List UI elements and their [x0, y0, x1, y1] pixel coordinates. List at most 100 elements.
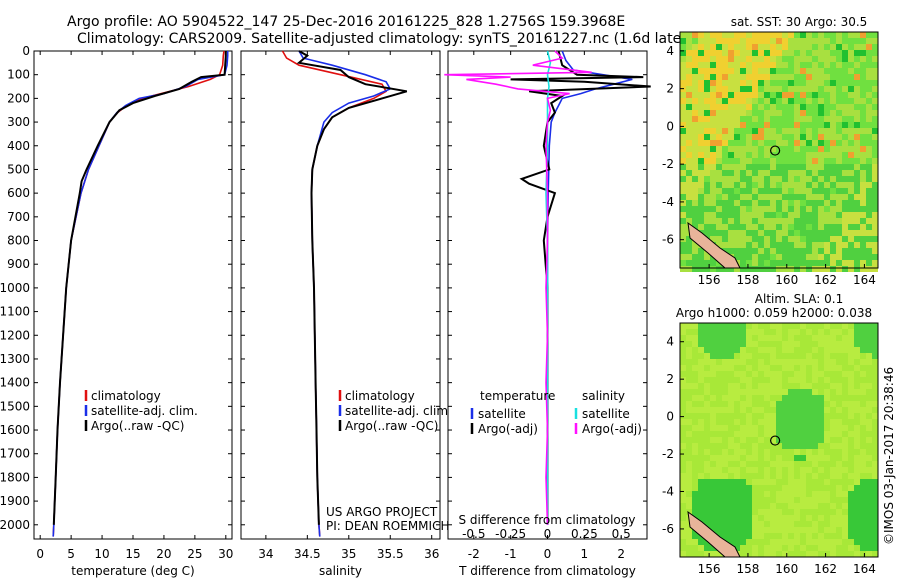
- map-cell: [764, 140, 770, 146]
- map-cell: [692, 359, 698, 365]
- map-cell: [866, 128, 872, 134]
- map-cell: [734, 377, 740, 383]
- map-y-tick-label: 2: [666, 372, 674, 386]
- map-cell: [686, 449, 692, 455]
- map-cell: [854, 236, 860, 242]
- map-cell: [806, 104, 812, 110]
- map-cell: [728, 122, 734, 128]
- map-cell: [710, 98, 716, 104]
- map-cell: [728, 164, 734, 170]
- map-cell: [854, 38, 860, 44]
- map-cell: [836, 383, 842, 389]
- map-cell: [728, 134, 734, 140]
- map-cell: [764, 92, 770, 98]
- map-cell: [740, 467, 746, 473]
- map-cell: [740, 383, 746, 389]
- map-cell: [842, 395, 848, 401]
- map-cell: [824, 437, 830, 443]
- map-cell: [704, 377, 710, 383]
- map-cell: [872, 110, 878, 116]
- map-cell: [854, 254, 860, 260]
- map-cell: [680, 329, 686, 335]
- map-cell: [722, 395, 728, 401]
- map-cell: [848, 32, 854, 38]
- map-cell: [776, 509, 782, 515]
- map-cell: [680, 248, 686, 254]
- map-cell: [824, 527, 830, 533]
- map-cell: [752, 503, 758, 509]
- map-cell: [830, 74, 836, 80]
- map-cell: [776, 389, 782, 395]
- map-y-tick-label: -6: [662, 233, 674, 247]
- map-cell: [680, 182, 686, 188]
- map-cell: [716, 194, 722, 200]
- map-cell: [752, 407, 758, 413]
- map-cell: [704, 92, 710, 98]
- map-cell: [692, 128, 698, 134]
- map-x-tick-label: 164: [853, 562, 876, 576]
- map-cell: [752, 218, 758, 224]
- map-cell: [758, 437, 764, 443]
- map-cell: [710, 224, 716, 230]
- map-cell: [698, 266, 704, 272]
- map-cell: [836, 224, 842, 230]
- map-cell: [734, 401, 740, 407]
- map-cell: [776, 467, 782, 473]
- map-cell: [842, 455, 848, 461]
- map-cell: [836, 50, 842, 56]
- map-cell: [800, 335, 806, 341]
- map-cell: [752, 194, 758, 200]
- map-cell: [842, 545, 848, 551]
- map-cell: [824, 371, 830, 377]
- map-cell: [728, 479, 734, 485]
- map-cell: [818, 467, 824, 473]
- map-cell: [788, 86, 794, 92]
- map-cell: [776, 98, 782, 104]
- map-cell: [692, 539, 698, 545]
- map-cell: [704, 437, 710, 443]
- map-cell: [794, 329, 800, 335]
- map-cell: [848, 509, 854, 515]
- map-cell: [818, 74, 824, 80]
- map-cell: [734, 359, 740, 365]
- map-cell: [788, 236, 794, 242]
- map-cell: [836, 467, 842, 473]
- map-cell: [716, 110, 722, 116]
- map-cell: [800, 248, 806, 254]
- map-cell: [806, 158, 812, 164]
- map-cell: [716, 200, 722, 206]
- map-cell: [692, 551, 698, 557]
- map-cell: [830, 347, 836, 353]
- map-cell: [776, 32, 782, 38]
- map-cell: [716, 74, 722, 80]
- map-cell: [854, 242, 860, 248]
- map-cell: [710, 74, 716, 80]
- map-cell: [806, 527, 812, 533]
- map-cell: [788, 533, 794, 539]
- map-cell: [698, 383, 704, 389]
- map-cell: [836, 146, 842, 152]
- map-cell: [746, 92, 752, 98]
- map-cell: [782, 224, 788, 230]
- map-cell: [770, 371, 776, 377]
- map-cell: [788, 515, 794, 521]
- map-cell: [776, 110, 782, 116]
- map-cell: [860, 509, 866, 515]
- map-cell: [776, 50, 782, 56]
- map-cell: [824, 212, 830, 218]
- map-cell: [770, 158, 776, 164]
- map-cell: [740, 521, 746, 527]
- map-cell: [800, 551, 806, 557]
- map-cell: [770, 140, 776, 146]
- map-cell: [782, 533, 788, 539]
- map-cell: [848, 62, 854, 68]
- map-cell: [842, 377, 848, 383]
- map-cell: [716, 266, 722, 272]
- map-cell: [812, 122, 818, 128]
- map-cell: [848, 401, 854, 407]
- map-cell: [734, 461, 740, 467]
- map-cell: [806, 170, 812, 176]
- map-cell: [704, 86, 710, 92]
- map-cell: [788, 254, 794, 260]
- map-cell: [746, 521, 752, 527]
